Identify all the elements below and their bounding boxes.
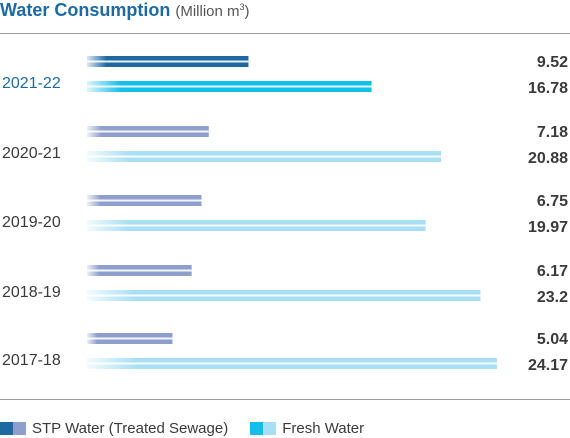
- chart-title-main: Water Consumption: [0, 0, 171, 20]
- chart-title-unit: (Million m3): [175, 2, 250, 20]
- value-label-stp-2021-22: 9.52: [537, 54, 568, 71]
- category-label-2021-22: 2021-22: [2, 75, 61, 92]
- value-label-stp-2019-20: 6.75: [537, 193, 568, 210]
- bar-stp-2021-22-stripe: [87, 60, 249, 63]
- value-label-fresh-2021-22: 16.78: [528, 80, 568, 97]
- legend-item-stp: STP Water (Treated Sewage): [0, 420, 228, 437]
- bar-stp-2020-21-stripe: [87, 130, 209, 133]
- legend-item-fresh: Fresh Water: [250, 420, 364, 437]
- value-label-stp-2020-21: 7.18: [537, 124, 568, 141]
- chart-legend: STP Water (Treated Sewage) Fresh Water: [0, 418, 364, 438]
- bar-stp-2019-20-stripe: [87, 199, 202, 202]
- chart-title: Water Consumption (Million m3): [0, 0, 250, 21]
- legend-swatch-fresh-current: [250, 421, 264, 435]
- bar-stp-2018-19-stripe: [87, 269, 192, 272]
- value-label-fresh-2018-19: 23.2: [537, 289, 568, 306]
- value-label-fresh-2017-18: 24.17: [528, 357, 568, 374]
- value-label-fresh-2020-21: 20.88: [528, 150, 568, 167]
- bar-fresh-2017-18-stripe: [87, 362, 497, 365]
- value-label-stp-2018-19: 6.17: [537, 263, 568, 280]
- legend-swatch-stp-current: [0, 421, 13, 435]
- value-label-fresh-2019-20: 19.97: [528, 219, 568, 236]
- category-label-2018-19: 2018-19: [2, 284, 61, 301]
- unit-prefix: (Million m: [175, 3, 240, 20]
- bar-fresh-2019-20-stripe: [87, 224, 426, 227]
- value-label-stp-2017-18: 5.04: [537, 331, 568, 348]
- unit-superscript: 3: [239, 2, 245, 12]
- top-rule: [0, 33, 570, 34]
- bar-fresh-2021-22-stripe: [87, 85, 372, 88]
- legend-swatch-stp-past: [13, 421, 26, 435]
- bar-stp-2017-18-stripe: [87, 337, 173, 340]
- category-label-2020-21: 2020-21: [2, 145, 61, 162]
- bar-chart: 2021-22 9.52 16.78 2020-21 7.18 20.88 2019-20 6…: [2, 54, 568, 374]
- legend-label-stp: STP Water (Treated Sewage): [32, 419, 229, 437]
- legend-label-fresh: Fresh Water: [282, 419, 365, 437]
- bar-fresh-2018-19-stripe: [87, 294, 481, 297]
- bottom-rule: [0, 399, 570, 400]
- bar-fresh-2020-21-stripe: [87, 155, 442, 158]
- category-label-2017-18: 2017-18: [2, 352, 61, 369]
- legend-swatch-fresh-past: [263, 421, 277, 435]
- category-label-2019-20: 2019-20: [2, 214, 61, 231]
- unit-suffix: ): [244, 3, 250, 20]
